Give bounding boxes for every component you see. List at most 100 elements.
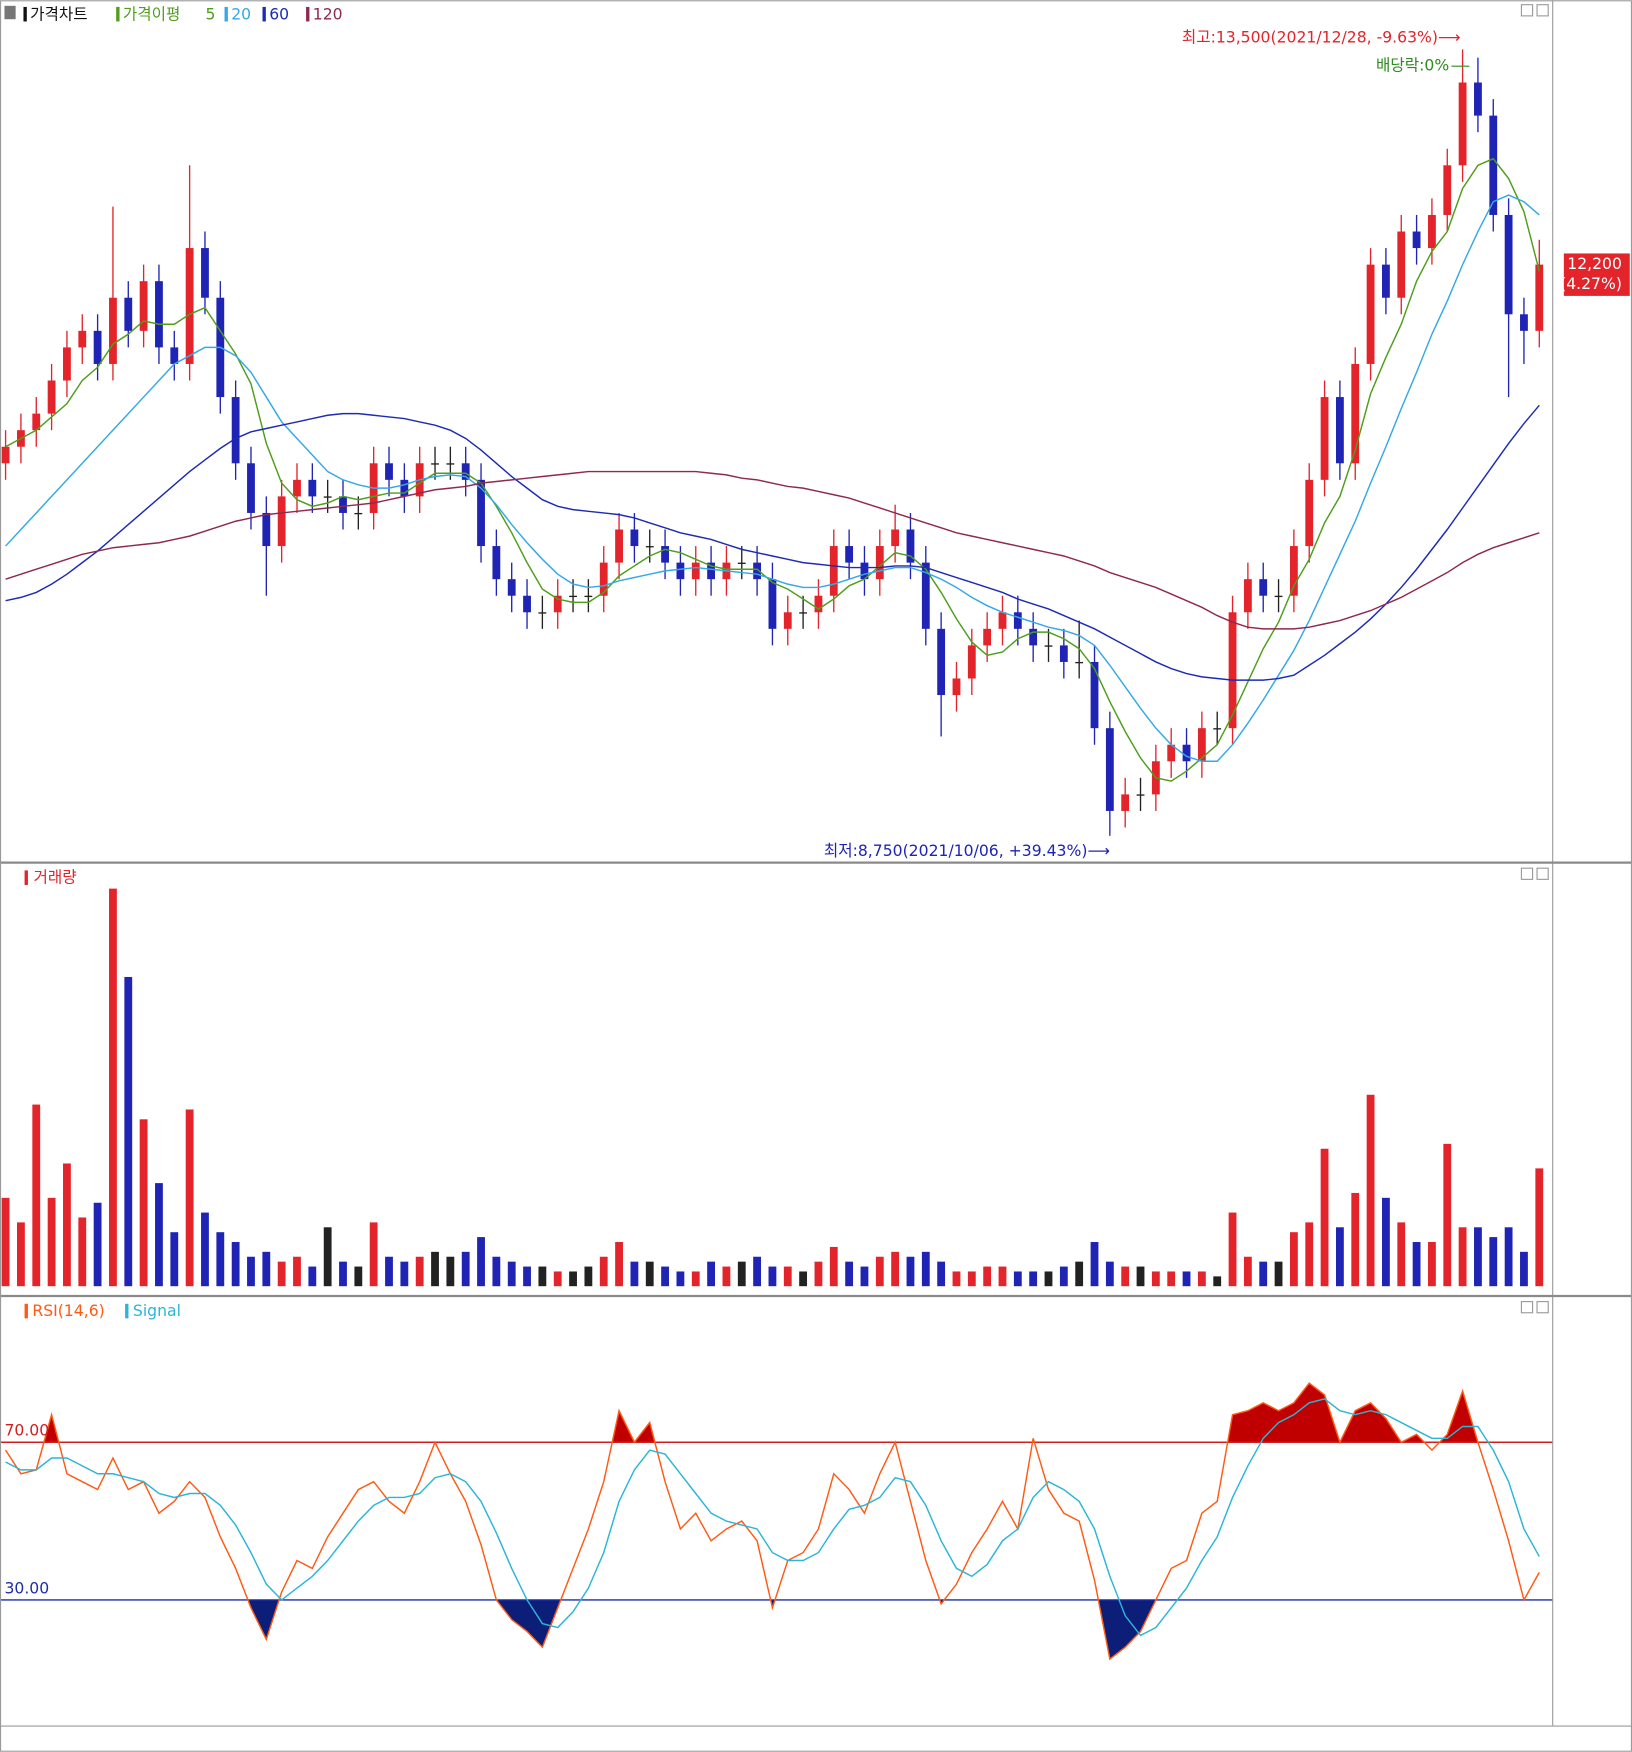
candle-body xyxy=(1259,579,1268,596)
panel-button[interactable] xyxy=(1536,867,1549,880)
volume-bar xyxy=(645,1261,654,1287)
candle-body xyxy=(1443,165,1452,215)
candle-body xyxy=(1121,794,1130,811)
candle-body xyxy=(323,496,332,498)
volume-bar xyxy=(109,888,117,1287)
candle-body xyxy=(507,579,516,596)
candle-body xyxy=(1059,645,1068,662)
candle-body xyxy=(63,347,71,381)
volume-bar xyxy=(17,1222,25,1287)
candle-body xyxy=(538,612,547,614)
candle-body xyxy=(1167,744,1176,762)
candle-body xyxy=(829,546,838,596)
volume-bar xyxy=(1428,1242,1436,1287)
volume-bar xyxy=(1382,1197,1390,1287)
volume-bar xyxy=(983,1266,992,1287)
legend-entry: 60 xyxy=(269,4,289,23)
volume-bar xyxy=(845,1261,854,1287)
legend-swatch xyxy=(306,6,310,22)
candle-body xyxy=(446,463,455,465)
indicator-line xyxy=(5,1398,1540,1637)
volume-bar xyxy=(369,1222,378,1287)
candle-body xyxy=(185,248,194,364)
legend-title: 가격이평 xyxy=(123,4,181,23)
volume-bar xyxy=(676,1271,685,1287)
candle-body xyxy=(553,595,562,613)
panel-button[interactable] xyxy=(1520,4,1534,17)
candle-body xyxy=(1504,214,1513,315)
volume-bar xyxy=(952,1271,961,1287)
volume-bar xyxy=(691,1271,700,1287)
legend-swatch xyxy=(116,6,120,22)
volume-bar xyxy=(875,1256,884,1287)
volume-bar xyxy=(247,1256,255,1287)
volume-bar xyxy=(507,1261,516,1287)
annotation: 최고:13,500(2021/12/28, -9.63%)⟶ xyxy=(1182,28,1461,47)
legend-swatch xyxy=(24,870,28,885)
candle-body xyxy=(32,413,41,431)
volume-bar xyxy=(523,1266,531,1287)
volume-bar xyxy=(492,1256,501,1287)
candle-body xyxy=(385,463,393,480)
annotation: 최저:8,750(2021/10/06, +39.43%)⟶ xyxy=(824,841,1110,860)
candle-body xyxy=(753,562,762,580)
volume-bar xyxy=(1259,1261,1268,1287)
volume-bar xyxy=(124,976,133,1287)
volume-bar xyxy=(216,1232,225,1287)
volume-bar xyxy=(937,1261,946,1287)
volume-bar xyxy=(47,1197,56,1287)
volume-bar xyxy=(446,1256,455,1287)
volume-bar xyxy=(1044,1271,1053,1287)
candle-body xyxy=(569,595,577,598)
moving-average-line xyxy=(5,470,1540,630)
volume-bar xyxy=(860,1266,869,1287)
legend-swatch xyxy=(224,6,228,22)
candle-body xyxy=(170,347,179,364)
volume-bar xyxy=(400,1261,409,1287)
candle-body xyxy=(1428,214,1436,249)
volume-bar xyxy=(1397,1222,1406,1287)
candle-body xyxy=(78,330,87,348)
candle-body xyxy=(1412,231,1421,249)
candle-body xyxy=(967,645,976,679)
candle-body xyxy=(431,463,439,465)
moving-average-line xyxy=(5,194,1540,763)
candle-body xyxy=(1197,728,1206,762)
volume-bar xyxy=(891,1251,900,1287)
volume-bar xyxy=(1029,1271,1038,1287)
panel-icon xyxy=(4,5,16,20)
volume-bar xyxy=(538,1266,547,1287)
volume-bar xyxy=(1213,1276,1222,1287)
candle-body xyxy=(1105,728,1114,811)
candle-body xyxy=(676,562,685,580)
candle-body xyxy=(1320,397,1329,480)
panel-button[interactable] xyxy=(1520,1301,1534,1314)
volume-bar xyxy=(906,1256,915,1287)
volume-bar xyxy=(1305,1222,1314,1287)
volume-bar xyxy=(1366,1094,1375,1287)
volume-bar xyxy=(170,1232,179,1287)
candle-body xyxy=(1351,363,1360,464)
panel-button[interactable] xyxy=(1520,867,1534,880)
candle-body xyxy=(1474,82,1482,116)
candle-body xyxy=(1182,744,1191,762)
candle-body xyxy=(492,546,501,580)
volume-bar xyxy=(63,1163,71,1287)
volume-bar xyxy=(277,1261,286,1287)
candle-body xyxy=(1520,314,1528,331)
panel-button[interactable] xyxy=(1536,4,1549,17)
panel-button[interactable] xyxy=(1536,1301,1549,1314)
legend-swatch xyxy=(24,1303,28,1319)
volume-bar xyxy=(1489,1237,1498,1287)
candle-body xyxy=(293,479,301,497)
candle-body xyxy=(400,479,409,497)
candle-body xyxy=(906,529,915,563)
candle-body xyxy=(201,248,209,298)
volume-bar xyxy=(768,1266,777,1287)
volume-bar xyxy=(630,1261,639,1287)
candle-body xyxy=(231,397,240,464)
candle-body xyxy=(1305,479,1314,547)
